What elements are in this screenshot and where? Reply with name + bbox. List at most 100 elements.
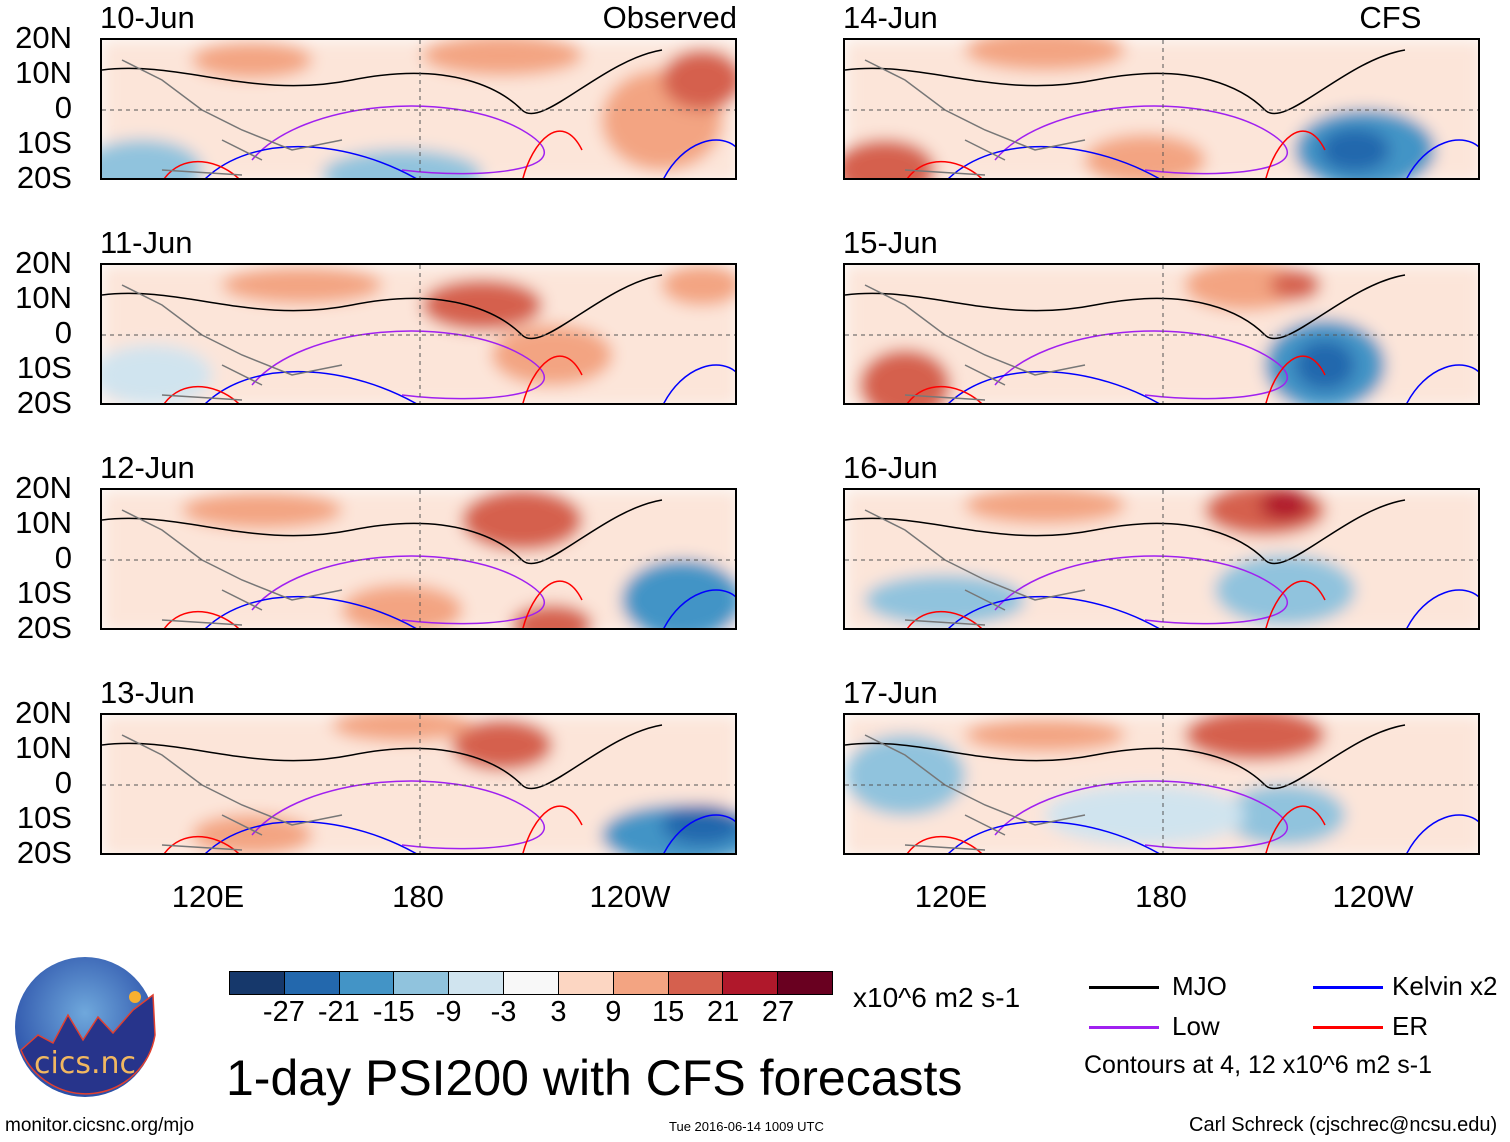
- coastline: [864, 509, 1086, 626]
- lon-label: 120W: [1332, 879, 1414, 914]
- anomaly-region: [965, 490, 1125, 523]
- anomaly-region: [965, 719, 1125, 751]
- logo-text: cics.nc: [34, 1046, 136, 1081]
- er-contour: [907, 580, 1326, 628]
- colorbar: [229, 971, 833, 995]
- lat-label: 10S: [16, 575, 72, 610]
- legend-label-er: ER: [1392, 1011, 1429, 1041]
- panel-date: 15-Jun: [843, 225, 938, 260]
- colorbar-tick-label: -21: [317, 996, 360, 1028]
- legend-label-kelvin: Kelvin x2: [1392, 971, 1498, 1001]
- lat-label: 10S: [16, 800, 72, 835]
- lat-label: 20S: [16, 610, 72, 645]
- colorbar-tick-label: 27: [761, 996, 795, 1028]
- low-contour: [251, 780, 545, 850]
- mjo-contour: [845, 499, 1406, 565]
- lon-label: 180: [392, 879, 444, 914]
- observed-header: Observed: [602, 0, 737, 35]
- low-contour: [251, 105, 545, 175]
- anomaly-region: [865, 575, 1025, 625]
- colorbar-tick-label: -15: [372, 996, 415, 1028]
- anomaly-region: [102, 140, 202, 178]
- low-contour: [994, 555, 1288, 625]
- anomaly-region: [622, 560, 735, 628]
- anomaly-region: [1260, 490, 1310, 520]
- colorbar-tick-label: -27: [262, 996, 305, 1028]
- low-contour: [994, 330, 1288, 400]
- colorbar-swatch: [230, 972, 285, 994]
- low-contour: [251, 330, 545, 400]
- mjo-contour: [845, 49, 1406, 115]
- lon-label: 120E: [171, 879, 245, 914]
- map-panel: [100, 38, 737, 180]
- colorbar-swatch: [558, 972, 614, 994]
- lat-label: 0: [54, 765, 72, 800]
- colorbar-swatch: [449, 972, 505, 994]
- coastline: [864, 59, 1086, 176]
- lat-label: 0: [54, 90, 72, 125]
- lon-label: 120W: [589, 879, 671, 914]
- lat-label: 20N: [15, 245, 72, 280]
- anomaly-region: [1045, 785, 1245, 845]
- anomaly-region: [422, 280, 542, 330]
- colorbar-tick-label: 9: [605, 996, 622, 1028]
- legend-line-kelvin: [1313, 986, 1383, 989]
- anomaly-region: [192, 42, 312, 78]
- lat-label: 0: [54, 315, 72, 350]
- er-contour: [164, 355, 583, 403]
- panel-date: 10-Jun: [100, 0, 195, 35]
- anomaly-region: [662, 50, 735, 110]
- anomaly-region: [222, 267, 382, 303]
- lat-label: 20S: [16, 385, 72, 420]
- lon-label: 120E: [914, 879, 988, 914]
- er-contour: [907, 130, 1326, 178]
- map-panel: [100, 488, 737, 630]
- map-panel: [843, 263, 1480, 405]
- er-contour: [164, 580, 583, 628]
- colorbar-swatch: [723, 972, 779, 994]
- colorbar-swatch: [613, 972, 669, 994]
- footer-author: Carl Schreck (cjschrec@ncsu.edu): [1189, 1114, 1498, 1136]
- footer-url[interactable]: monitor.cicsnc.org/mjo: [5, 1115, 195, 1136]
- anomaly-region: [342, 585, 462, 628]
- colorbar-tick-label: 15: [652, 996, 685, 1028]
- colorbar-swatch: [394, 972, 450, 994]
- anomaly-region: [845, 140, 935, 178]
- colorbar-swatch: [668, 972, 724, 994]
- mjo-contour: [845, 274, 1406, 340]
- colorbar-swatch: [339, 972, 395, 994]
- contour-note: Contours at 4, 12 x10^6 m2 s-1: [1084, 1051, 1433, 1079]
- lat-label: 20N: [15, 470, 72, 505]
- anomaly-region: [332, 715, 472, 741]
- lat-label: 0: [54, 540, 72, 575]
- colorbar-swatch: [284, 972, 340, 994]
- legend-line-er: [1313, 1026, 1383, 1029]
- er-contour: [164, 805, 583, 853]
- mjo-contour: [102, 274, 663, 340]
- coastline: [121, 509, 343, 626]
- low-contour: [994, 105, 1288, 175]
- colorbar-swatch: [504, 972, 559, 994]
- anomaly-region: [182, 492, 342, 528]
- panel-date: 12-Jun: [100, 450, 195, 485]
- er-contour: [164, 130, 583, 178]
- panel-date: 16-Jun: [843, 450, 938, 485]
- anomaly-region: [845, 735, 965, 815]
- low-contour: [251, 555, 545, 625]
- anomaly-region: [965, 40, 1125, 70]
- panel-date: 17-Jun: [843, 675, 938, 710]
- anomaly-region: [1185, 715, 1325, 760]
- map-panel: [843, 38, 1480, 180]
- mjo-contour: [845, 724, 1406, 790]
- anomaly-region: [662, 265, 735, 305]
- legend-line-mjo: [1089, 986, 1159, 989]
- panel-date: 14-Jun: [843, 0, 938, 35]
- coastline: [121, 734, 343, 851]
- anomaly-region: [422, 40, 582, 75]
- map-panel: [843, 713, 1480, 855]
- anomaly-region: [1085, 135, 1205, 178]
- map-panel: [843, 488, 1480, 630]
- lat-label: 20N: [15, 695, 72, 730]
- low-contour: [994, 780, 1288, 850]
- map-panel: [100, 713, 737, 855]
